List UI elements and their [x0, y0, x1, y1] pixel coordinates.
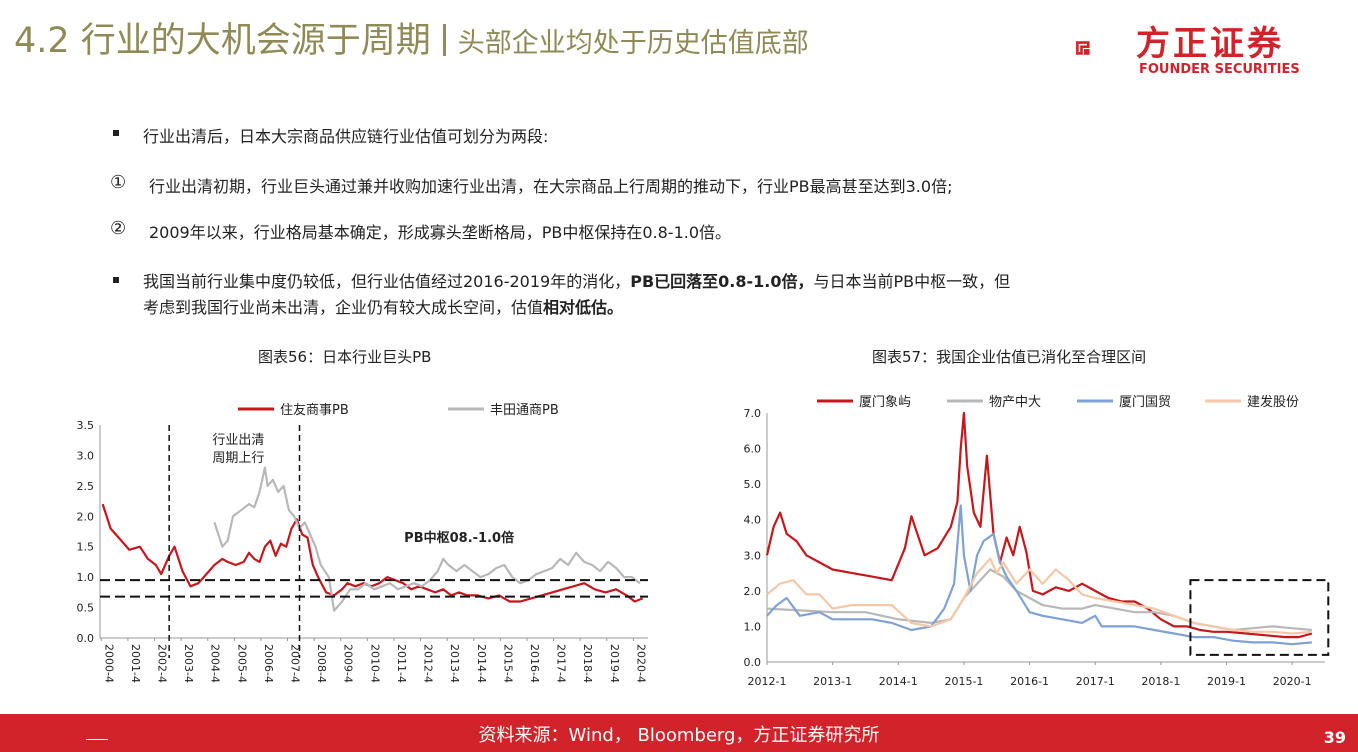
- jp-legend-label-1: 住友商事PB: [280, 402, 349, 418]
- jp-x-tick-label: 2016-4: [528, 644, 541, 683]
- jp-y-tick-label: 1.0: [77, 571, 95, 584]
- jp-x-tick-label: 2010-4: [368, 644, 381, 683]
- bullet-2-line-2-part: 考虑到我国行业尚未出清，企业仍有较大成长空间，估值: [143, 298, 544, 317]
- jp-x-tick-label: 2004-4: [209, 644, 222, 683]
- jp-x-tick-label: 2002-4: [156, 644, 169, 683]
- cn-highlight-box: [1189, 579, 1330, 656]
- cn-legend-label-3: 厦门国贸: [1119, 395, 1171, 410]
- cn-y-tick-label: 2.0: [744, 585, 762, 598]
- footer-bar: [0, 714, 1358, 752]
- jp-x-tick-label: 2006-4: [262, 644, 275, 683]
- logo-en: FOUNDER SECURITIES: [1139, 62, 1300, 77]
- jp-x-tick-label: 2015-4: [501, 644, 514, 683]
- jp-x-tick-label: 2003-4: [182, 644, 195, 683]
- cn-x-tick-label: 2018-1: [1141, 675, 1180, 688]
- chart-left-title: 图表56：日本行业巨头PB: [258, 348, 432, 366]
- cn-x-tick-label: 2019-1: [1207, 675, 1246, 688]
- jp-cycle-label-2: 周期上行: [212, 451, 264, 466]
- jp-x-tick-label: 2019-4: [608, 644, 621, 683]
- jp-series-line-1: [101, 503, 644, 603]
- bullet-2-line-2: 考虑到我国行业尚未出清，企业仍有较大成长空间，估值相对低估。: [143, 294, 623, 318]
- cn-x-tick-label: 2014-1: [879, 675, 918, 688]
- cn-legend-label-1: 厦门象屿: [859, 395, 911, 410]
- jp-x-tick-label: 2012-4: [422, 644, 435, 683]
- circle-2-text: 2009年以来，行业格局基本确定，形成寡头垄断格局，PB中枢保持在0.8-1.0…: [149, 223, 732, 242]
- jp-x-tick-label: 2011-4: [395, 644, 408, 683]
- bullet-2-line-2-bold: 相对低估。: [543, 298, 624, 317]
- chart-japan-pb: 0.0 0.5 1.0 1.5 2.0 2.5 3.0 3.5 2000-4 2001-4 2002…: [77, 402, 648, 683]
- circle-1-text: 行业出清初期，行业巨头通过兼并收购加速行业出清，在大宗商品上行周期的推动下，行业…: [149, 177, 953, 196]
- chart-right-title: 图表57：我国企业估值已消化至合理区间: [872, 348, 1147, 366]
- bullet-2-part-2: 与日本当前PB中枢一致，但: [813, 272, 1011, 291]
- title-sub: 头部企业均处于历史估值底部: [457, 28, 809, 59]
- bullet-2-part-1: 我国当前行业集中度仍较低，但行业估值经过2016-2019年的消化，: [143, 272, 631, 291]
- jp-x-tick-label: 2014-4: [475, 644, 488, 683]
- chart-china-pb: 0.0 1.0 2.0 3.0 4.0 5.0 6.0 7.0 2012-1 2013-1 2014…: [744, 394, 1330, 688]
- jp-y-tick-label: 0.0: [77, 632, 95, 645]
- jp-cycle-label-1: 行业出清: [212, 433, 264, 448]
- cn-series-line-1: [765, 411, 1313, 639]
- cn-x-tick-label: 2015-1: [944, 675, 983, 688]
- jp-center-label: PB中枢08.-1.0倍: [404, 530, 514, 546]
- jp-x-tick-label: 2005-4: [235, 644, 248, 683]
- jp-y-tick-label: 1.5: [77, 541, 95, 554]
- cn-y-tick-label: 0.0: [744, 656, 762, 669]
- cn-y-tick-label: 1.0: [744, 620, 762, 633]
- cn-y-tick-label: 5.0: [744, 478, 762, 491]
- jp-series-line-2: [213, 466, 641, 612]
- cn-x-tick-label: 2012-1: [748, 675, 787, 688]
- page-title: 4.2 行业的大机会源于周期 头部企业均处于历史估值底部: [14, 12, 809, 63]
- cn-y-tick-label: 7.0: [744, 407, 762, 420]
- footer-source: 资料来源：Wind， Bloomberg，方正证券研究所: [478, 725, 880, 746]
- cn-y-tick-label: 3.0: [744, 549, 762, 562]
- footer-divider: [86, 739, 108, 740]
- founder-logo-icon: [1076, 41, 1090, 55]
- jp-legend-label-2: 丰田通商PB: [490, 403, 559, 418]
- jp-y-tick-label: 3.0: [77, 449, 95, 462]
- logo-cn: 方正证券: [1136, 24, 1284, 64]
- jp-x-tick-label: 2018-4: [581, 644, 594, 683]
- jp-x-tick-label: 2001-4: [129, 644, 142, 683]
- bullet-marker-2: [113, 277, 119, 283]
- page-number: 39: [1323, 728, 1346, 747]
- cn-series-line-4: [766, 557, 1312, 635]
- cn-x-tick-label: 2013-1: [813, 675, 852, 688]
- cn-y-tick-label: 6.0: [744, 443, 762, 456]
- title-divider: [442, 24, 446, 56]
- bullet-marker-1: [113, 130, 119, 136]
- circle-1-mark: ①: [110, 172, 127, 193]
- cn-y-tick-label: 4.0: [744, 514, 762, 527]
- jp-x-tick-label: 2013-4: [448, 644, 461, 683]
- cn-x-tick-label: 2017-1: [1076, 675, 1115, 688]
- jp-x-tick-label: 2020-4: [634, 644, 647, 683]
- cn-x-tick-label: 2016-1: [1010, 675, 1049, 688]
- jp-y-tick-label: 2.5: [77, 480, 95, 493]
- jp-x-tick-label: 2008-4: [315, 644, 328, 683]
- jp-y-tick-label: 3.5: [77, 419, 95, 432]
- jp-x-tick-label: 2000-4: [102, 644, 115, 683]
- title-main: 4.2 行业的大机会源于周期: [14, 21, 431, 61]
- bullet-2-line-1: 我国当前行业集中度仍较低，但行业估值经过2016-2019年的消化，PB已回落至…: [143, 268, 1010, 292]
- cn-x-tick-label: 2020-1: [1273, 675, 1312, 688]
- cn-legend-label-4: 建发股份: [1247, 394, 1299, 410]
- circle-2-mark: ②: [110, 218, 127, 239]
- jp-x-tick-label: 2007-4: [289, 644, 302, 683]
- jp-y-tick-label: 0.5: [77, 602, 95, 615]
- jp-x-tick-label: 2017-4: [555, 644, 568, 683]
- bullet-1-text: 行业出清后，日本大宗商品供应链行业估值可划分为两段:: [143, 127, 549, 146]
- jp-x-tick-label: 2009-4: [342, 644, 355, 683]
- bullet-2-bold: PB已回落至0.8-1.0倍，: [630, 272, 814, 291]
- jp-y-tick-label: 2.0: [77, 510, 95, 523]
- cn-series-line-3: [766, 504, 1313, 646]
- cn-legend-label-2: 物产中大: [989, 395, 1041, 410]
